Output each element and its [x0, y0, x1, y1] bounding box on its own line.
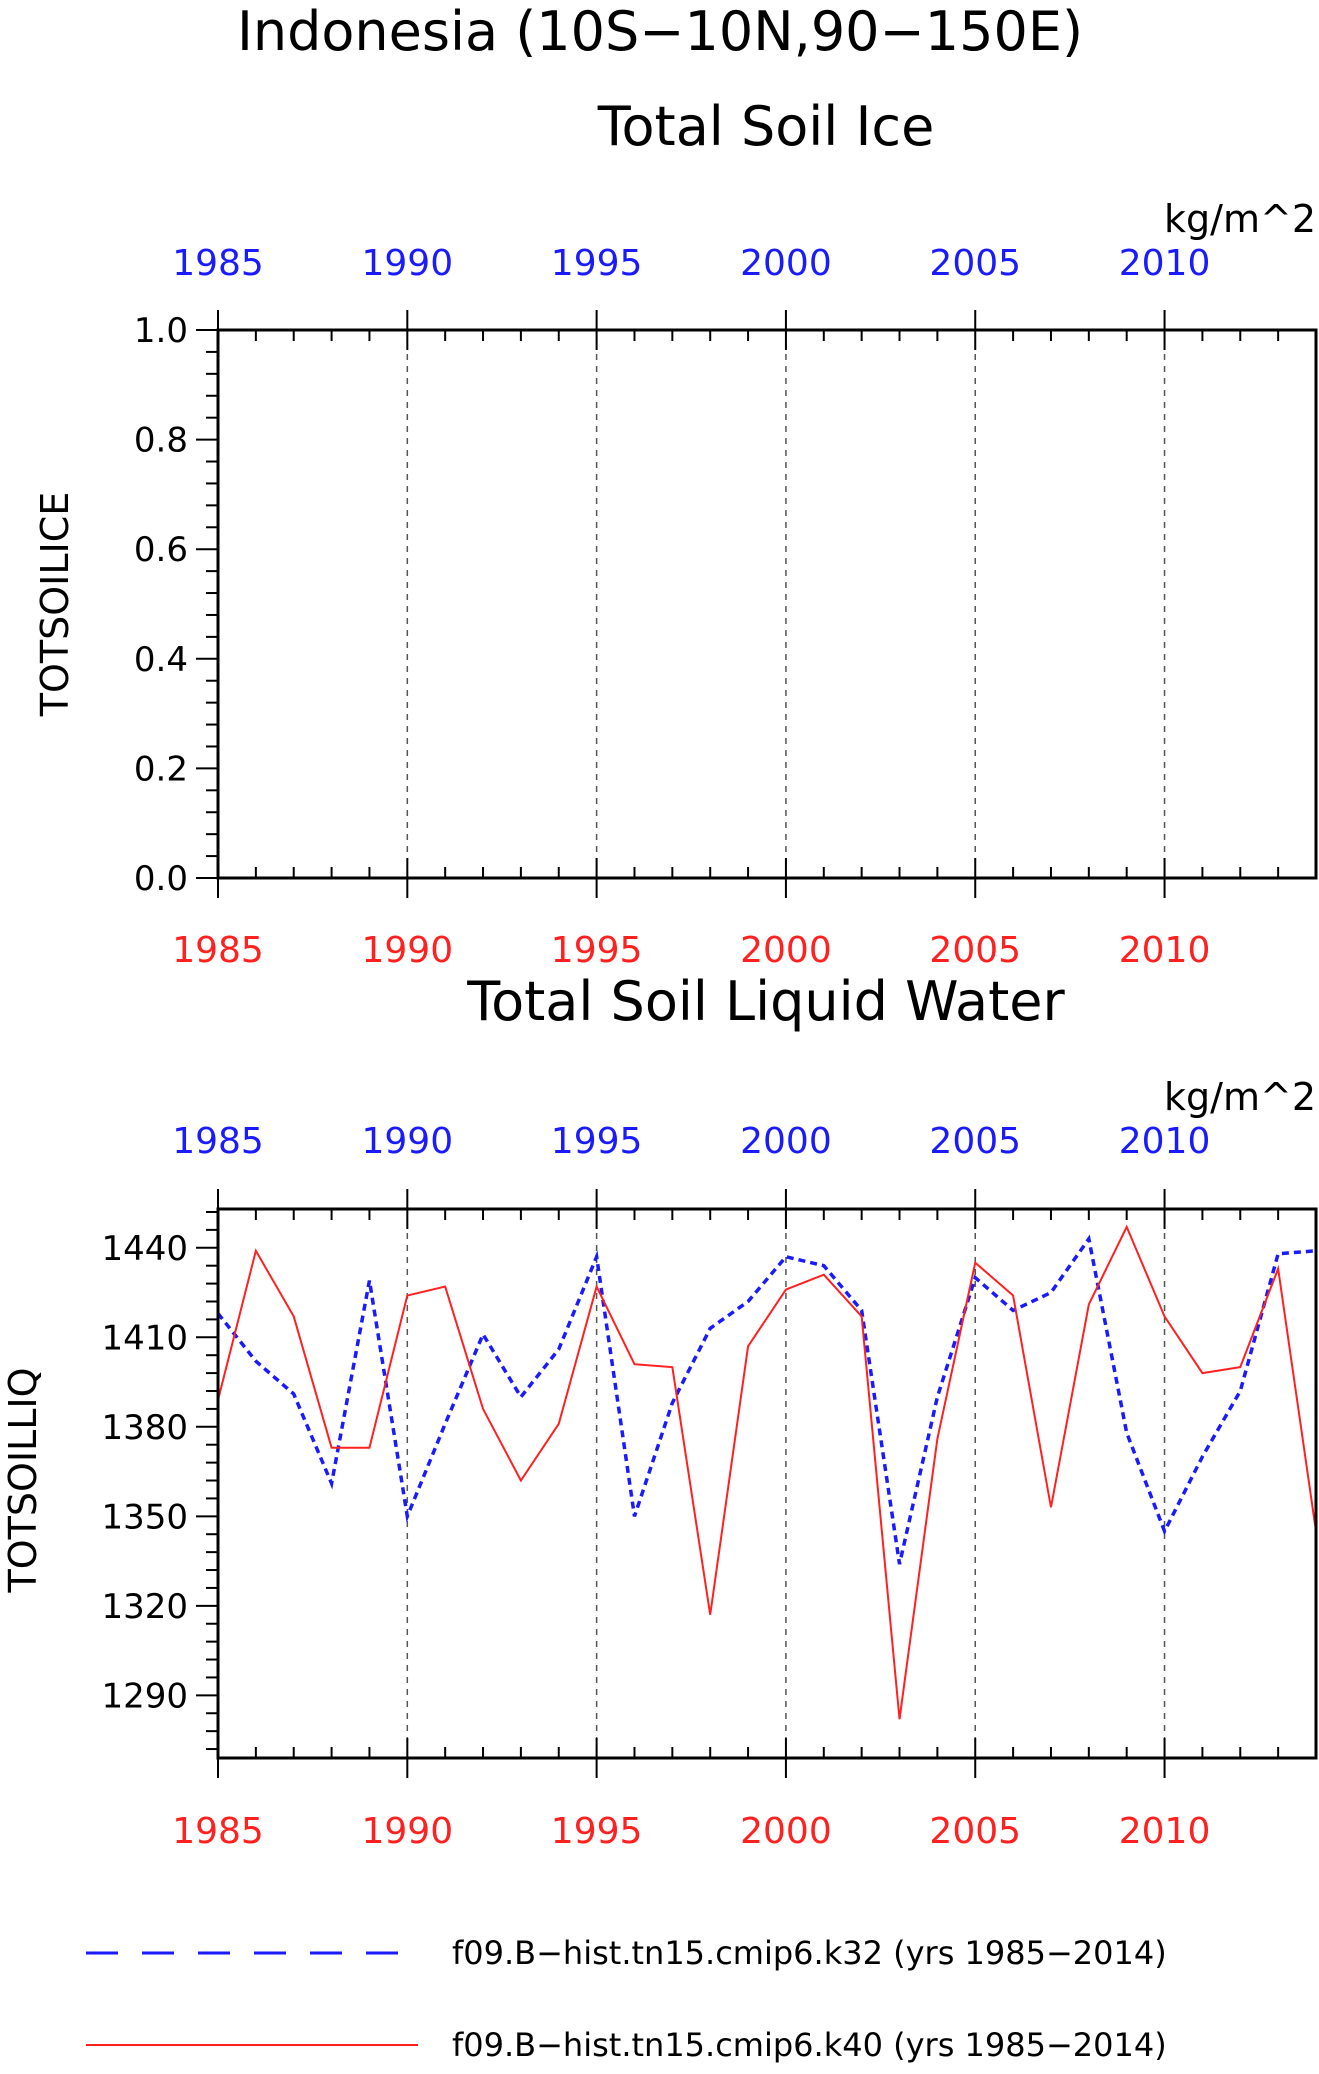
series-line — [216, 1234, 1317, 1565]
x-tick-label-top: 2010 — [1119, 1121, 1211, 1162]
x-tick-label-top: 1985 — [172, 243, 264, 284]
y-tick-label: 1410 — [101, 1318, 188, 1358]
x-tick-label-top: 2000 — [740, 243, 832, 284]
x-tick-label-bottom: 2010 — [1119, 930, 1211, 971]
y-tick-label: 0.2 — [134, 749, 188, 789]
y-tick-label: 1350 — [101, 1497, 188, 1537]
x-tick-label-bottom: 1990 — [361, 930, 453, 971]
x-tick-label-top: 2000 — [740, 1121, 832, 1162]
panel-title: Total Soil Liquid Water — [466, 970, 1065, 1033]
x-tick-label-top: 2005 — [929, 1121, 1021, 1162]
y-axis-label: TOTSOILICE — [33, 492, 77, 718]
x-tick-label-bottom: 1985 — [172, 930, 264, 971]
y-tick-label: 0.8 — [134, 421, 188, 461]
y-tick-label: 0.6 — [134, 530, 188, 570]
panel-total-soil-ice: Total Soil Ice kg/m^2 TOTSOILICE 0.0 0.2 0… — [33, 95, 1318, 971]
series-line — [217, 1224, 1317, 1720]
x-tick-label-top: 1995 — [551, 243, 643, 284]
x-tick-label-bottom: 2005 — [929, 930, 1021, 971]
units-label: kg/m^2 — [1164, 197, 1316, 241]
x-tick-label-bottom: 1995 — [551, 930, 643, 971]
y-tick-label: 1290 — [101, 1676, 188, 1716]
x-tick-label-top: 2010 — [1119, 243, 1211, 284]
y-tick-label: 1.0 — [134, 311, 188, 351]
y-axis-label: TOTSOILLIQ — [1, 1367, 45, 1593]
x-tick-label-bottom: 1985 — [172, 1811, 264, 1852]
x-tick-label-bottom: 2000 — [740, 930, 832, 971]
panel-total-soil-liquid-water: Total Soil Liquid Water kg/m^2 TOTSOILLI… — [1, 970, 1318, 1852]
legend-label-k40: f09.B−hist.tn15.cmip6.k40 (yrs 1985−2014… — [452, 2026, 1167, 2064]
x-tick-label-top: 2005 — [929, 243, 1021, 284]
x-tick-label-bottom: 2005 — [929, 1811, 1021, 1852]
x-tick-label-bottom: 2000 — [740, 1811, 832, 1852]
x-tick-label-bottom: 1995 — [551, 1811, 643, 1852]
plot-frame — [216, 1207, 1318, 1760]
x-tick-label-bottom: 1990 — [361, 1811, 453, 1852]
units-label: kg/m^2 — [1164, 1075, 1316, 1119]
panel-title: Total Soil Ice — [597, 95, 935, 158]
y-tick-label: 1440 — [101, 1229, 188, 1269]
y-tick-label: 0.4 — [134, 640, 188, 680]
x-tick-label-top: 1995 — [551, 1121, 643, 1162]
plot-frame — [216, 328, 1318, 880]
legend-label-k32: f09.B−hist.tn15.cmip6.k32 (yrs 1985−2014… — [452, 1934, 1167, 1972]
legend: f09.B−hist.tn15.cmip6.k32 (yrs 1985−2014… — [86, 1934, 1167, 2064]
y-tick-label: 0.0 — [134, 859, 188, 899]
x-tick-label-top: 1990 — [361, 1121, 453, 1162]
x-tick-label-top: 1990 — [361, 243, 453, 284]
y-tick-label: 1320 — [101, 1587, 188, 1627]
x-tick-label-bottom: 2010 — [1119, 1811, 1211, 1852]
y-tick-label: 1380 — [101, 1408, 188, 1448]
main-title: Indonesia (10S−10N,90−150E) — [237, 0, 1083, 63]
x-tick-label-top: 1985 — [172, 1121, 264, 1162]
